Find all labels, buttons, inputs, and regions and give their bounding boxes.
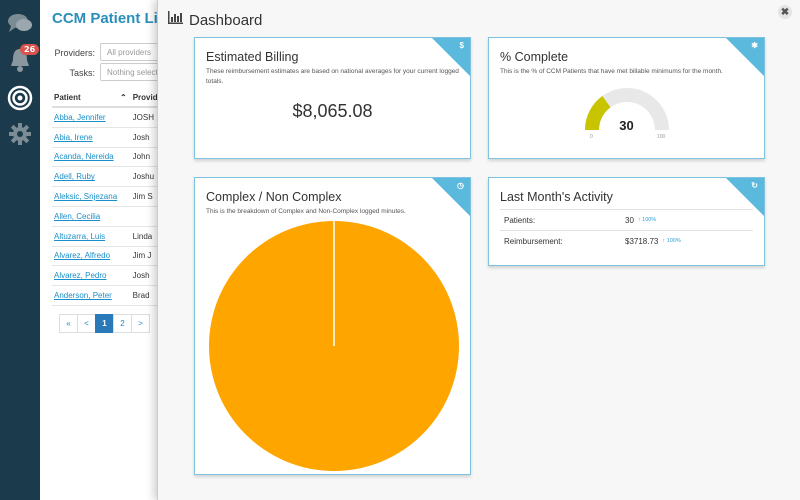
gear-icon[interactable] bbox=[5, 119, 35, 149]
pagination: « < 1 2 > bbox=[59, 314, 150, 333]
complex-card: ◷ Complex / Non Complex This is the brea… bbox=[194, 177, 471, 475]
dashboard-modal: Dashboard ✖ $ Estimated Billing These re… bbox=[157, 0, 800, 500]
provider-cell: Josh bbox=[132, 271, 150, 281]
card-title: Complex / Non Complex bbox=[206, 190, 342, 204]
refresh-icon: ↻ bbox=[751, 181, 758, 190]
table-row: Allen, Cecilia bbox=[52, 207, 160, 227]
patient-link[interactable]: Altuzarra, Luis bbox=[54, 231, 106, 241]
activity-row-reimbursement: Reimbursement: $3718.73 ↑ 100% bbox=[500, 230, 753, 251]
table-row: Acanda, Nereida John bbox=[52, 148, 160, 168]
next-page-button[interactable]: > bbox=[131, 314, 150, 333]
providers-label: Providers: bbox=[54, 48, 95, 58]
nav-rail: 26 bbox=[0, 0, 40, 500]
tasks-label: Tasks: bbox=[69, 68, 95, 78]
modal-title: Dashboard bbox=[189, 11, 263, 29]
card-title: Estimated Billing bbox=[206, 50, 299, 64]
table-row: Adell, Ruby Joshu bbox=[52, 167, 160, 188]
gauge-min-label: 0 bbox=[590, 134, 593, 140]
activity-value: $3718.73 bbox=[625, 236, 659, 246]
dollar-icon: $ bbox=[459, 41, 464, 50]
column-header-provider[interactable]: Provider bbox=[132, 92, 160, 102]
activity-label: Patients: bbox=[504, 215, 536, 225]
page-title: CCM Patient List bbox=[52, 10, 160, 27]
patient-table: Patient ⌃ Provider Abba, Jennifer JOSH Ab… bbox=[52, 88, 160, 306]
gauge-track bbox=[585, 88, 669, 130]
activity-label: Reimbursement: bbox=[504, 236, 563, 246]
provider-cell: John bbox=[132, 152, 151, 162]
gauge-max-label: 100 bbox=[657, 134, 666, 140]
provider-cell: Josh bbox=[132, 132, 150, 142]
patient-link[interactable]: Alvarez, Alfredo bbox=[54, 251, 111, 261]
page-2-button[interactable]: 2 bbox=[113, 314, 132, 333]
patient-link[interactable]: Abba, Jennifer bbox=[54, 112, 106, 122]
table-row: Abba, Jennifer JOSH bbox=[52, 108, 160, 128]
notification-badge: 26 bbox=[20, 44, 40, 55]
card-title: % Complete bbox=[500, 50, 569, 64]
table-row: Alvarez, Pedro Josh bbox=[52, 266, 160, 287]
activity-delta: ↑ 100% bbox=[662, 238, 681, 244]
page-1-button[interactable]: 1 bbox=[95, 314, 114, 333]
complex-pie-chart bbox=[209, 221, 459, 471]
provider-cell: Jim J bbox=[132, 251, 152, 261]
runner-icon: ✱ bbox=[751, 41, 758, 50]
patient-link[interactable]: Aleksic, Snjezana bbox=[54, 192, 118, 202]
prev-page-button[interactable]: < bbox=[77, 314, 96, 333]
provider-cell: Joshu bbox=[132, 172, 155, 182]
clock-icon: ◷ bbox=[457, 181, 464, 190]
provider-cell: Jim S bbox=[132, 192, 153, 202]
provider-cell: Brad bbox=[132, 291, 150, 301]
patient-link[interactable]: Allen, Cecilia bbox=[54, 211, 101, 221]
provider-cell: JOSH bbox=[132, 112, 155, 122]
table-row: Anderson, Peter Brad bbox=[52, 286, 160, 306]
close-button[interactable]: ✖ bbox=[778, 5, 792, 19]
completion-gauge bbox=[581, 84, 673, 158]
patient-link[interactable]: Adell, Ruby bbox=[54, 172, 95, 182]
estimated-billing-card: $ Estimated Billing These reimbursement … bbox=[194, 37, 471, 159]
percent-complete-card: ✱ % Complete This is the % of CCM Patien… bbox=[488, 37, 765, 159]
sort-up-icon: ⌃ bbox=[120, 92, 127, 102]
card-title: Last Month's Activity bbox=[500, 190, 613, 204]
column-header-patient[interactable]: Patient ⌃ bbox=[54, 92, 127, 102]
table-row: Altuzarra, Luis Linda bbox=[52, 227, 160, 247]
patient-link[interactable]: Abia, Irene bbox=[54, 132, 93, 142]
first-page-button[interactable]: « bbox=[59, 314, 78, 333]
target-icon[interactable] bbox=[5, 83, 35, 113]
card-subtitle: This is the % of CCM Patients that have … bbox=[500, 68, 723, 75]
table-header: Patient ⌃ Provider bbox=[52, 88, 160, 108]
chat-icon[interactable] bbox=[5, 8, 35, 38]
modal-header: Dashboard bbox=[168, 11, 262, 29]
card-subtitle: This is the breakdown of Complex and Non… bbox=[206, 208, 406, 215]
patient-list-panel: CCM Patient List Providers: All provider… bbox=[40, 0, 160, 500]
table-row: Aleksic, Snjezana Jim S bbox=[52, 187, 160, 207]
activity-row-patients: Patients: 30 ↑ 100% bbox=[500, 209, 753, 230]
last-month-card: ↻ Last Month's Activity Patients: 30 ↑ 1… bbox=[488, 177, 765, 266]
providers-select[interactable]: All providers bbox=[100, 43, 160, 61]
tasks-select[interactable]: Nothing selected bbox=[100, 63, 160, 81]
gauge-fill bbox=[585, 96, 611, 130]
estimated-billing-value: $8,065.08 bbox=[292, 101, 373, 121]
patient-link[interactable]: Anderson, Peter bbox=[54, 291, 112, 301]
provider-cell: Linda bbox=[132, 231, 153, 241]
gauge-value: 30 bbox=[619, 118, 634, 133]
activity-value: 30 bbox=[625, 215, 634, 225]
patient-link[interactable]: Alvarez, Pedro bbox=[54, 271, 107, 281]
patient-link[interactable]: Acanda, Nereida bbox=[54, 152, 114, 162]
bar-chart-icon bbox=[168, 11, 183, 29]
table-row: Alvarez, Alfredo Jim J bbox=[52, 247, 160, 267]
card-subtitle: These reimbursement estimates are based … bbox=[206, 68, 459, 85]
activity-delta: ↑ 100% bbox=[637, 217, 657, 223]
table-row: Abia, Irene Josh bbox=[52, 128, 160, 148]
